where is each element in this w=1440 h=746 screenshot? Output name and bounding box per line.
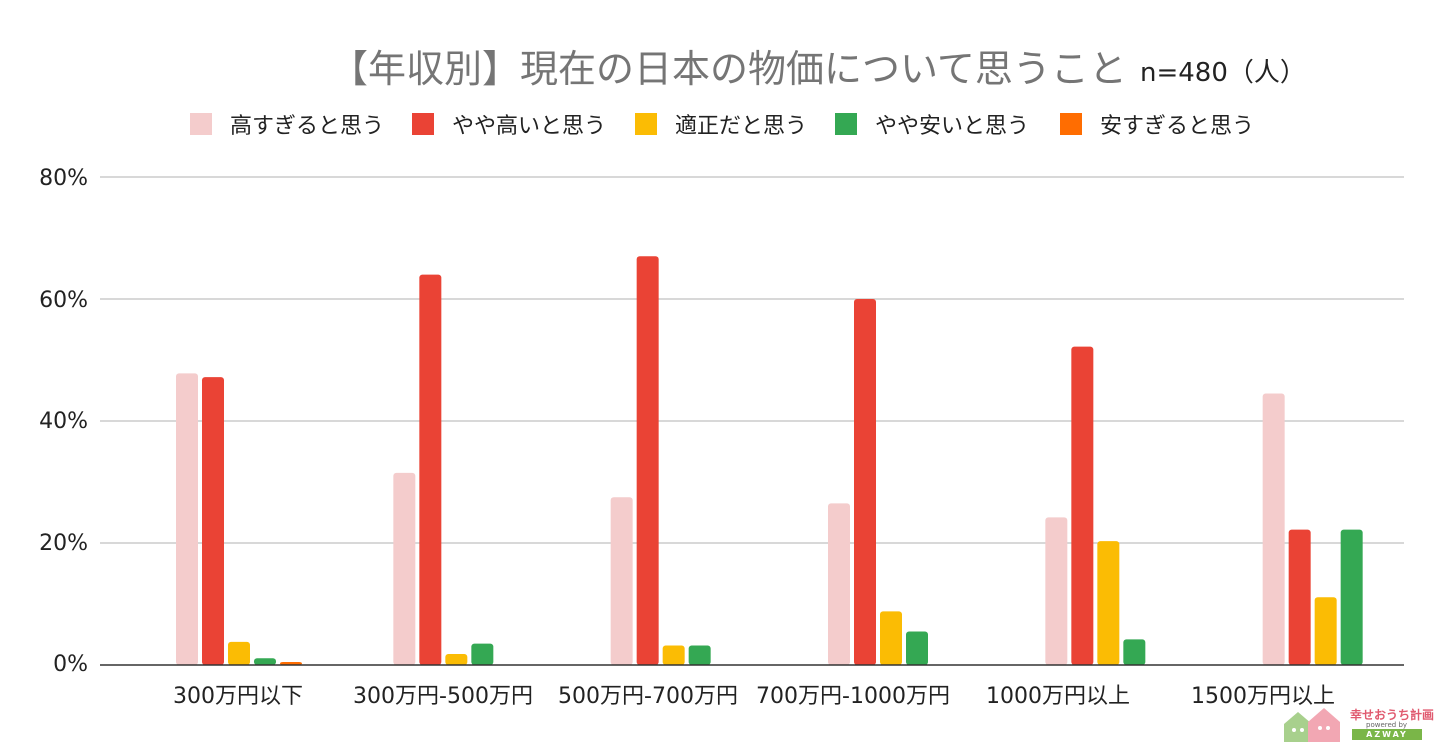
legend-label: やや安いと思う (875, 114, 1030, 139)
x-tick-label: 500万円-700万円 (558, 684, 738, 709)
y-tick-label: 80% (39, 166, 88, 191)
legend-item-slightly-low: やや安いと思う (835, 110, 1030, 139)
legend-label: 高すぎると思う (230, 114, 385, 139)
sample-size: n=480（人） (1140, 58, 1306, 88)
bar (254, 658, 276, 665)
legend-swatch (190, 113, 212, 135)
logo-brand: AZWAY (1352, 729, 1422, 740)
x-tick-label: 700万円-1000万円 (756, 684, 950, 709)
y-tick-label: 40% (39, 409, 88, 434)
legend: 高すぎると思う やや高いと思う 適正だと思う やや安いと思う 安すぎると思う (190, 110, 1290, 139)
bar (202, 377, 224, 665)
bar (880, 611, 902, 665)
bar (610, 497, 633, 665)
x-tick-label: 300万円-500万円 (353, 684, 533, 709)
legend-swatch (1060, 113, 1082, 135)
legend-swatch (835, 113, 857, 135)
x-tick-label: 1000万円以上 (986, 684, 1130, 709)
logo-sub: powered by (1366, 721, 1408, 729)
bar (662, 645, 685, 665)
legend-item-appropriate: 適正だと思う (635, 110, 808, 139)
bar (1045, 517, 1068, 665)
bar (280, 661, 302, 665)
x-tick-label: 1500万円以上 (1191, 684, 1335, 709)
x-tick-label: 300万円以下 (173, 684, 303, 709)
bar (1340, 529, 1363, 665)
bar (828, 503, 850, 665)
legend-swatch (635, 113, 657, 135)
bar (445, 654, 468, 665)
house-icon (1284, 708, 1340, 742)
bar (419, 274, 442, 665)
legend-swatch (412, 113, 434, 135)
bar (471, 643, 494, 665)
legend-item-too-low: 安すぎると思う (1060, 110, 1255, 139)
y-tick-label: 0% (53, 652, 88, 677)
chart-title: 【年収別】現在の日本の物価について思うこと (330, 47, 1127, 91)
legend-label: やや高いと思う (452, 114, 607, 139)
bar (1071, 346, 1094, 665)
bar (1314, 597, 1337, 665)
bar (906, 631, 928, 665)
bar (854, 299, 876, 665)
legend-item-too-high: 高すぎると思う (190, 110, 385, 139)
y-tick-label: 60% (39, 288, 88, 313)
bar (393, 472, 416, 665)
brand-logo: 幸せおうち計画 powered by AZWAY (1282, 704, 1438, 742)
bar (228, 641, 250, 665)
bar (688, 645, 711, 665)
bar (176, 373, 198, 665)
bar (1123, 639, 1146, 665)
bar (1262, 393, 1285, 665)
legend-item-slightly-high: やや高いと思う (412, 110, 607, 139)
legend-label: 安すぎると思う (1100, 114, 1255, 139)
bar (1288, 529, 1311, 665)
logo-name: 幸せおうち計画 (1350, 708, 1435, 722)
y-tick-label: 20% (39, 531, 88, 556)
legend-label: 適正だと思う (675, 114, 808, 139)
bar (636, 256, 659, 665)
bar (1097, 541, 1120, 665)
